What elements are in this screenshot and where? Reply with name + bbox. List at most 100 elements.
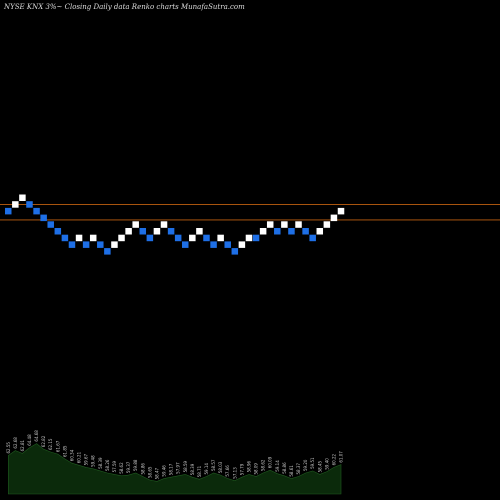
price-label: 62.15 — [48, 438, 53, 450]
price-label: 58.45 — [317, 460, 322, 472]
price-label: 58.26 — [105, 459, 110, 471]
renko-brick-up — [323, 221, 331, 228]
price-label: 57.97 — [176, 462, 181, 474]
renko-brick-down — [182, 241, 189, 248]
renko-brick-down — [274, 228, 281, 235]
price-label: 64.68 — [34, 430, 39, 442]
renko-brick-down — [302, 228, 309, 235]
price-label: 58.96 — [247, 460, 252, 472]
price-label: 59.14 — [204, 463, 209, 475]
renko-bricks — [5, 194, 345, 255]
renko-brick-down — [97, 241, 104, 248]
renko-brick-up — [153, 228, 161, 235]
renko-brick-down — [146, 234, 154, 242]
price-label: 59.48 — [91, 455, 96, 467]
renko-brick-down — [61, 234, 69, 242]
renko-brick-up — [238, 241, 246, 248]
chart-title: NYSE KNX 3%~ Closing Daily data Renko ch… — [3, 3, 245, 11]
price-label: 57.79 — [239, 463, 244, 475]
renko-brick-up — [19, 194, 26, 201]
price-label: 58.17 — [169, 463, 174, 475]
reference-lines — [0, 204, 500, 221]
renko-brick-down — [203, 234, 210, 242]
price-label: 60.21 — [77, 451, 82, 463]
renko-brick-down — [252, 234, 260, 242]
renko-brick-up — [259, 228, 267, 235]
renko-brick-down — [26, 201, 33, 208]
renko-brick-down — [82, 241, 90, 248]
price-label: 57.59 — [112, 460, 117, 472]
renko-brick-up — [245, 234, 253, 242]
price-label: 60.34 — [70, 449, 75, 461]
renko-brick-down — [47, 221, 54, 228]
renko-brick-up — [75, 234, 83, 242]
price-label: 58.62 — [119, 462, 124, 474]
renko-brick-up — [125, 228, 132, 235]
price-label: 62.55 — [6, 442, 11, 454]
renko-brick-up — [89, 234, 97, 242]
renko-brick-down — [167, 228, 175, 235]
renko-brick-up — [295, 221, 302, 228]
price-label: 59.51 — [310, 457, 315, 469]
price-label: 60.09 — [268, 456, 273, 468]
renko-brick-down — [5, 207, 12, 215]
price-label: 59.88 — [133, 459, 138, 471]
renko-brick-down — [139, 228, 147, 235]
price-label: 58.59 — [183, 460, 188, 472]
price-label: 62.81 — [20, 439, 25, 451]
renko-brick-up — [281, 221, 288, 228]
renko-brick-up — [118, 234, 125, 242]
price-labels: 62.55 62.68 62.81 64.48 64.68 62.82 62.15 61.67… — [6, 430, 344, 480]
price-label: 58.47 — [154, 467, 159, 479]
renko-brick-up — [12, 201, 19, 208]
renko-brick-down — [231, 248, 239, 255]
renko-brick-up — [111, 241, 118, 248]
price-label: 57.66 — [225, 465, 230, 477]
price-label: 59.14 — [275, 460, 280, 472]
price-label: 58.65 — [147, 466, 152, 478]
renko-brick-up — [160, 221, 168, 228]
price-label: 62.68 — [13, 437, 18, 449]
volume-area — [8, 443, 342, 495]
price-label: 64.48 — [27, 434, 32, 446]
price-label: 58.03 — [218, 461, 223, 473]
price-label: 58.39 — [190, 463, 195, 475]
renko-brick-up — [132, 221, 139, 228]
price-label: 58.09 — [254, 463, 259, 475]
renko-brick-down — [288, 228, 295, 235]
price-label: 58.86 — [282, 462, 287, 474]
renko-brick-down — [68, 241, 76, 248]
price-label: 58.37 — [296, 463, 301, 475]
price-label: 59.37 — [126, 461, 131, 473]
price-label: 58.71 — [197, 465, 202, 477]
volume-fill — [8, 443, 342, 495]
price-label: 61.67 — [55, 440, 60, 452]
price-label: 58.86 — [140, 463, 145, 475]
renko-brick-up — [189, 234, 196, 242]
renko-brick-up — [330, 214, 338, 222]
price-label: 61.07 — [339, 451, 344, 463]
price-label: 59.46 — [162, 465, 167, 477]
renko-brick-up — [196, 228, 203, 235]
renko-brick-down — [174, 234, 182, 242]
renko-brick-down — [40, 214, 47, 222]
price-label: 57.13 — [232, 467, 237, 479]
price-label: 58.62 — [261, 459, 266, 471]
renko-brick-down — [54, 228, 62, 235]
price-label: 58.39 — [98, 457, 103, 469]
renko-brick-up — [217, 234, 224, 242]
renko-brick-down — [104, 248, 111, 255]
price-label: 61.85 — [62, 445, 67, 457]
price-label: 59.20 — [303, 459, 308, 471]
price-label: 58.61 — [289, 465, 294, 477]
renko-brick-down — [224, 241, 231, 248]
renko-brick-up — [266, 221, 274, 228]
renko-brick-up — [316, 228, 324, 235]
renko-brick-down — [309, 234, 316, 242]
price-label: 62.82 — [41, 435, 46, 447]
price-label: 60.22 — [331, 453, 336, 465]
price-label: 58.57 — [211, 459, 216, 471]
renko-brick-down — [33, 207, 40, 215]
renko-brick-down — [210, 241, 217, 248]
